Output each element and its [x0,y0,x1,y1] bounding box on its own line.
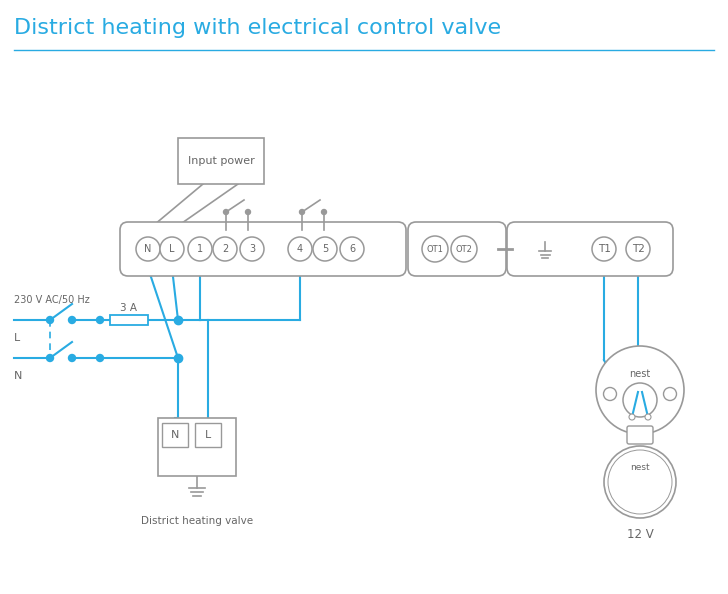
Text: nest: nest [630,463,650,472]
Circle shape [608,450,672,514]
Circle shape [604,446,676,518]
Circle shape [340,237,364,261]
Text: 1: 1 [197,244,203,254]
Circle shape [97,317,103,324]
Text: L: L [169,244,175,254]
FancyBboxPatch shape [120,222,406,276]
Text: Input power: Input power [188,156,254,166]
Circle shape [47,317,53,324]
Text: N: N [144,244,151,254]
Circle shape [451,236,477,262]
Circle shape [604,387,617,400]
FancyBboxPatch shape [110,315,148,325]
Circle shape [626,237,650,261]
Text: N: N [14,371,23,381]
Circle shape [240,237,264,261]
Text: N: N [171,430,179,440]
Text: 12 V: 12 V [627,527,653,541]
Text: L: L [205,430,211,440]
Text: L: L [14,333,20,343]
Text: District heating valve: District heating valve [141,516,253,526]
Text: T2: T2 [632,244,644,254]
Text: 4: 4 [297,244,303,254]
Text: OT2: OT2 [456,245,472,254]
Circle shape [623,383,657,417]
Circle shape [596,346,684,434]
Circle shape [245,210,250,214]
Circle shape [592,237,616,261]
Circle shape [299,210,304,214]
Circle shape [160,237,184,261]
Circle shape [322,210,326,214]
Text: 6: 6 [349,244,355,254]
FancyBboxPatch shape [627,426,653,444]
Text: 3 A: 3 A [121,303,138,313]
Text: 5: 5 [322,244,328,254]
Circle shape [422,236,448,262]
Text: 230 V AC/50 Hz: 230 V AC/50 Hz [14,295,90,305]
Circle shape [68,355,76,362]
Circle shape [223,210,229,214]
Circle shape [288,237,312,261]
Circle shape [97,355,103,362]
Text: T1: T1 [598,244,611,254]
Circle shape [629,414,635,420]
Circle shape [68,317,76,324]
FancyBboxPatch shape [195,423,221,447]
Circle shape [136,237,160,261]
Circle shape [47,355,53,362]
Text: District heating with electrical control valve: District heating with electrical control… [14,18,501,38]
Circle shape [188,237,212,261]
Text: 2: 2 [222,244,228,254]
FancyBboxPatch shape [158,418,236,476]
Circle shape [313,237,337,261]
FancyBboxPatch shape [162,423,188,447]
Text: nest: nest [630,369,651,379]
Text: OT1: OT1 [427,245,443,254]
Circle shape [663,387,676,400]
Circle shape [213,237,237,261]
FancyBboxPatch shape [507,222,673,276]
Circle shape [645,414,651,420]
Text: 3: 3 [249,244,255,254]
FancyBboxPatch shape [178,138,264,184]
FancyBboxPatch shape [408,222,506,276]
